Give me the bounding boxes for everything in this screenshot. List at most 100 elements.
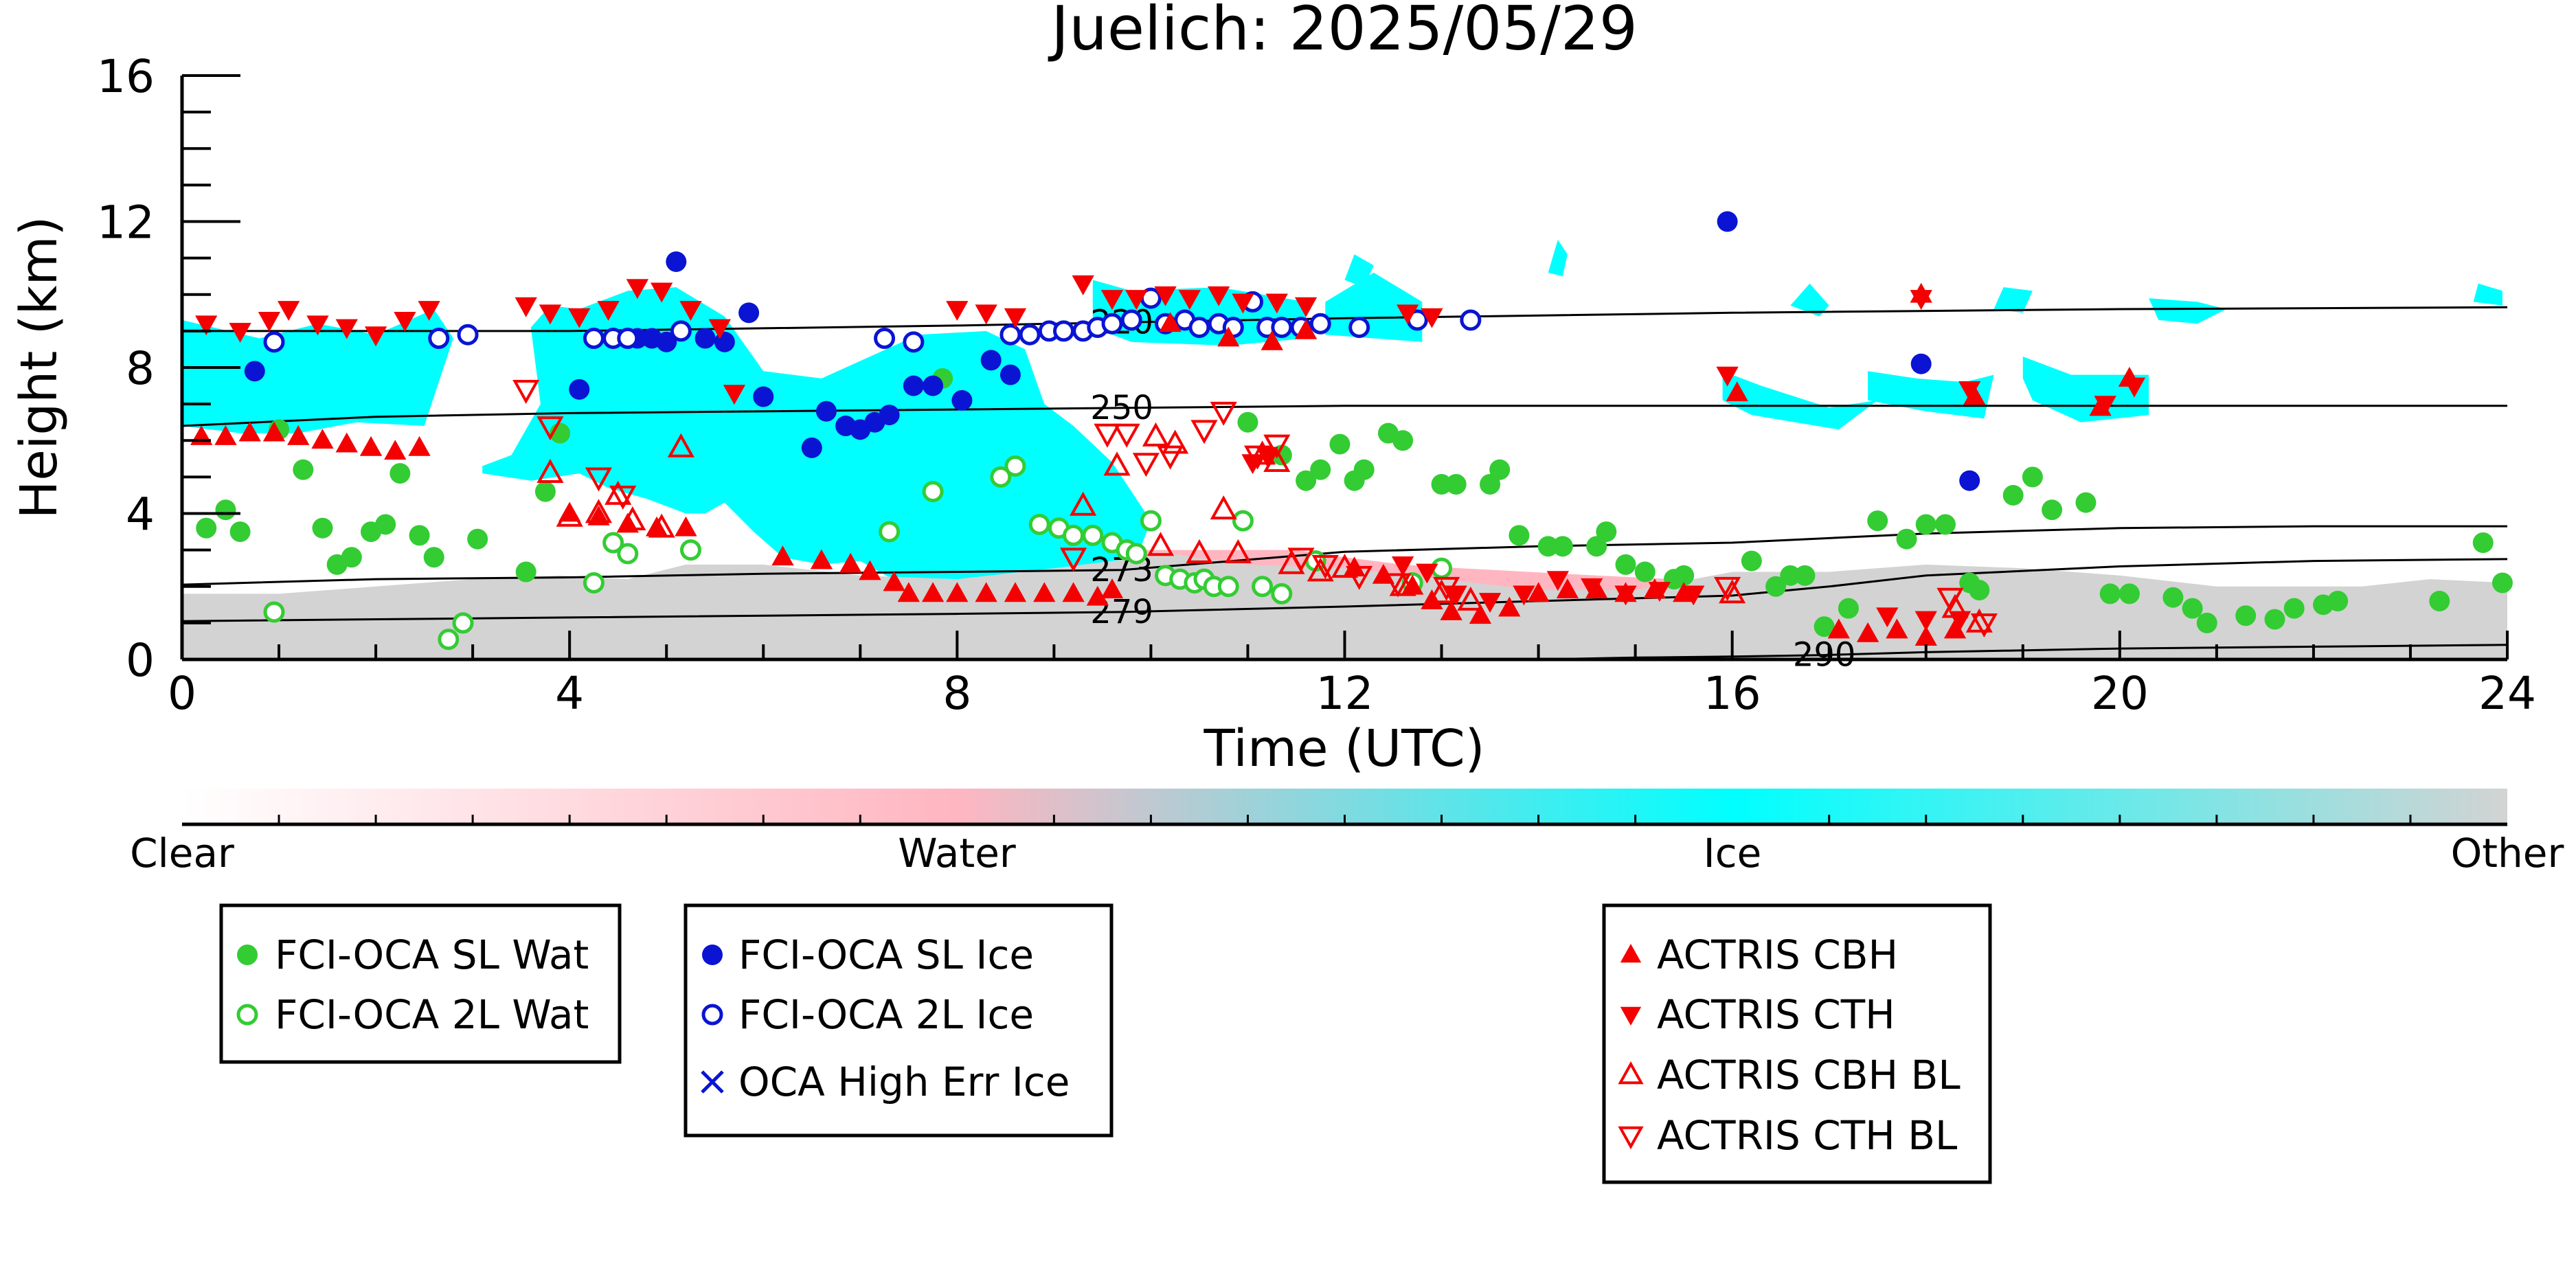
point-fci-oca-2l-wat <box>1217 576 1239 598</box>
point-fci-oca-sl-wat <box>1934 514 1956 535</box>
point-actris-cbh <box>1886 618 1908 639</box>
legend-label-cbh: ACTRIS CBH <box>1657 931 1898 978</box>
legend-label-cth-bl: ACTRIS CTH BL <box>1657 1112 1957 1159</box>
cloud-region-ice <box>1344 254 1374 288</box>
point-actris-cbh <box>1498 596 1521 617</box>
point-actris-cth <box>1614 585 1637 606</box>
point-fci-oca-sl-wat <box>2182 598 2203 619</box>
point-actris-cth <box>1100 290 1124 310</box>
y-tick-label: 8 <box>126 342 155 395</box>
point-fci-oca-2l-wat <box>583 572 605 594</box>
legend-group: FCI-OCA SL Wat FCI-OCA 2L Wat FCI-OCA SL… <box>219 903 1992 1184</box>
point-actris-cbh <box>1527 582 1550 602</box>
point-actris-cbh <box>921 582 945 602</box>
point-actris-cbh-bl <box>648 513 675 538</box>
point-fci-oca-sl-wat <box>341 547 362 568</box>
point-fci-oca-sl-wat <box>1814 616 1835 637</box>
point-fci-oca-sl-ice <box>244 361 265 382</box>
point-fci-oca-sl-wat <box>1969 580 1990 601</box>
point-actris-cth <box>195 315 218 336</box>
point-fci-oca-sl-wat <box>515 561 536 583</box>
point-fci-oca-sl-wat <box>1586 536 1607 557</box>
point-actris-cbh <box>1159 312 1182 332</box>
legend-marker-fci-oca-sl-wat <box>237 945 258 965</box>
point-fci-oca-sl-wat <box>1634 561 1656 583</box>
point-fci-oca-sl-ice <box>753 386 774 407</box>
cloud-region-ice <box>1722 371 1878 430</box>
point-fci-oca-sl-wat <box>2492 572 2513 594</box>
point-fci-oca-sl-wat <box>1537 536 1559 557</box>
point-actris-cbh <box>946 582 969 602</box>
point-actris-cth-bl <box>1970 613 1998 637</box>
point-fci-oca-sl-wat <box>1445 474 1467 495</box>
point-fci-oca-sl-wat <box>1838 598 1859 619</box>
colorbar-label-water: Water <box>898 830 1016 877</box>
point-actris-cbh <box>408 436 431 456</box>
point-actris-cth-bl <box>1157 445 1184 470</box>
point-actris-cth-bl <box>1346 565 1373 590</box>
point-fci-oca-sl-wat <box>1765 576 1787 597</box>
point-fci-oca-2l-ice <box>903 331 925 353</box>
point-actris-cth <box>2094 396 2116 416</box>
contour-line-220 <box>182 306 2507 332</box>
point-actris-cth <box>1397 304 1419 325</box>
point-fci-oca-2l-ice <box>428 328 450 349</box>
point-actris-cth <box>1910 290 1932 310</box>
axis-ticks: 0 4 8 12 16 20 24 0 4 8 12 16 <box>97 50 2536 720</box>
point-fci-oca-sl-wat <box>1392 430 1414 451</box>
point-actris-cth <box>364 326 387 347</box>
point-fci-oca-sl-wat <box>293 459 314 480</box>
point-fci-oca-sl-ice <box>879 405 900 426</box>
contour-label-290: 290 <box>1793 636 1856 675</box>
point-actris-cth-bl <box>1714 576 1741 601</box>
point-fci-oca-2l-ice <box>874 328 896 349</box>
point-actris-cth-bl <box>1094 423 1121 448</box>
point-fci-oca-sl-wat <box>2196 612 2217 633</box>
point-actris-cbh <box>1004 582 1027 602</box>
point-fci-oca-sl-wat <box>2042 499 2063 521</box>
temperature-contours <box>182 306 2507 659</box>
point-fci-oca-2l-ice <box>263 331 285 353</box>
point-actris-cth <box>515 297 537 317</box>
point-fci-oca-sl-wat <box>1489 459 1511 480</box>
point-fci-oca-sl-wat <box>1296 470 1317 491</box>
legend-box-actris <box>1602 903 1992 1184</box>
point-fci-oca-sl-wat <box>2472 532 2494 553</box>
point-fci-oca-sl-wat <box>423 547 444 568</box>
point-fci-oca-sl-wat <box>1867 510 1888 532</box>
point-actris-cbh <box>238 421 261 442</box>
point-fci-oca-sl-wat <box>1673 565 1695 586</box>
point-fci-oca-2l-wat <box>1232 510 1254 532</box>
x-tick-label: 20 <box>2091 667 2149 720</box>
point-actris-cbh <box>1943 618 1967 639</box>
y-axis-title: Height (km) <box>10 216 69 519</box>
point-fci-oca-sl-ice <box>815 400 837 422</box>
point-actris-cbh <box>675 516 697 536</box>
point-actris-cth <box>394 312 416 332</box>
x-tick-label: 12 <box>1316 667 1374 720</box>
point-actris-cth <box>258 312 281 332</box>
point-actris-cbh <box>897 582 920 602</box>
legend-marker-fci-oca-2l-ice <box>701 1004 723 1026</box>
point-fci-oca-sl-wat <box>2022 466 2043 488</box>
point-fci-oca-sl-ice <box>738 302 760 324</box>
colorbar-ticks <box>278 815 2412 824</box>
point-actris-cbh <box>1100 578 1124 598</box>
point-actris-cth <box>708 319 731 339</box>
point-fci-oca-sl-wat <box>2429 591 2450 611</box>
point-actris-cth <box>1207 286 1230 306</box>
legend-label-sl-ice: FCI-OCA SL Ice <box>738 931 1034 978</box>
point-fci-oca-2l-ice <box>1309 313 1331 335</box>
point-actris-cbh <box>384 440 407 460</box>
point-actris-cbh-bl <box>605 480 632 505</box>
point-actris-cth-bl <box>609 486 637 510</box>
point-actris-cbh-bl <box>1162 429 1189 454</box>
point-actris-cth <box>418 301 440 321</box>
point-fci-oca-2l-ice <box>1101 313 1123 335</box>
point-actris-cth <box>1716 366 1739 387</box>
point-actris-cbh <box>1726 381 1748 402</box>
point-actris-cbh-bl <box>1146 532 1175 556</box>
point-fci-oca-sl-ice <box>1959 470 1980 491</box>
point-fci-oca-sl-ice <box>694 328 716 349</box>
point-actris-cbh <box>1261 330 1283 350</box>
